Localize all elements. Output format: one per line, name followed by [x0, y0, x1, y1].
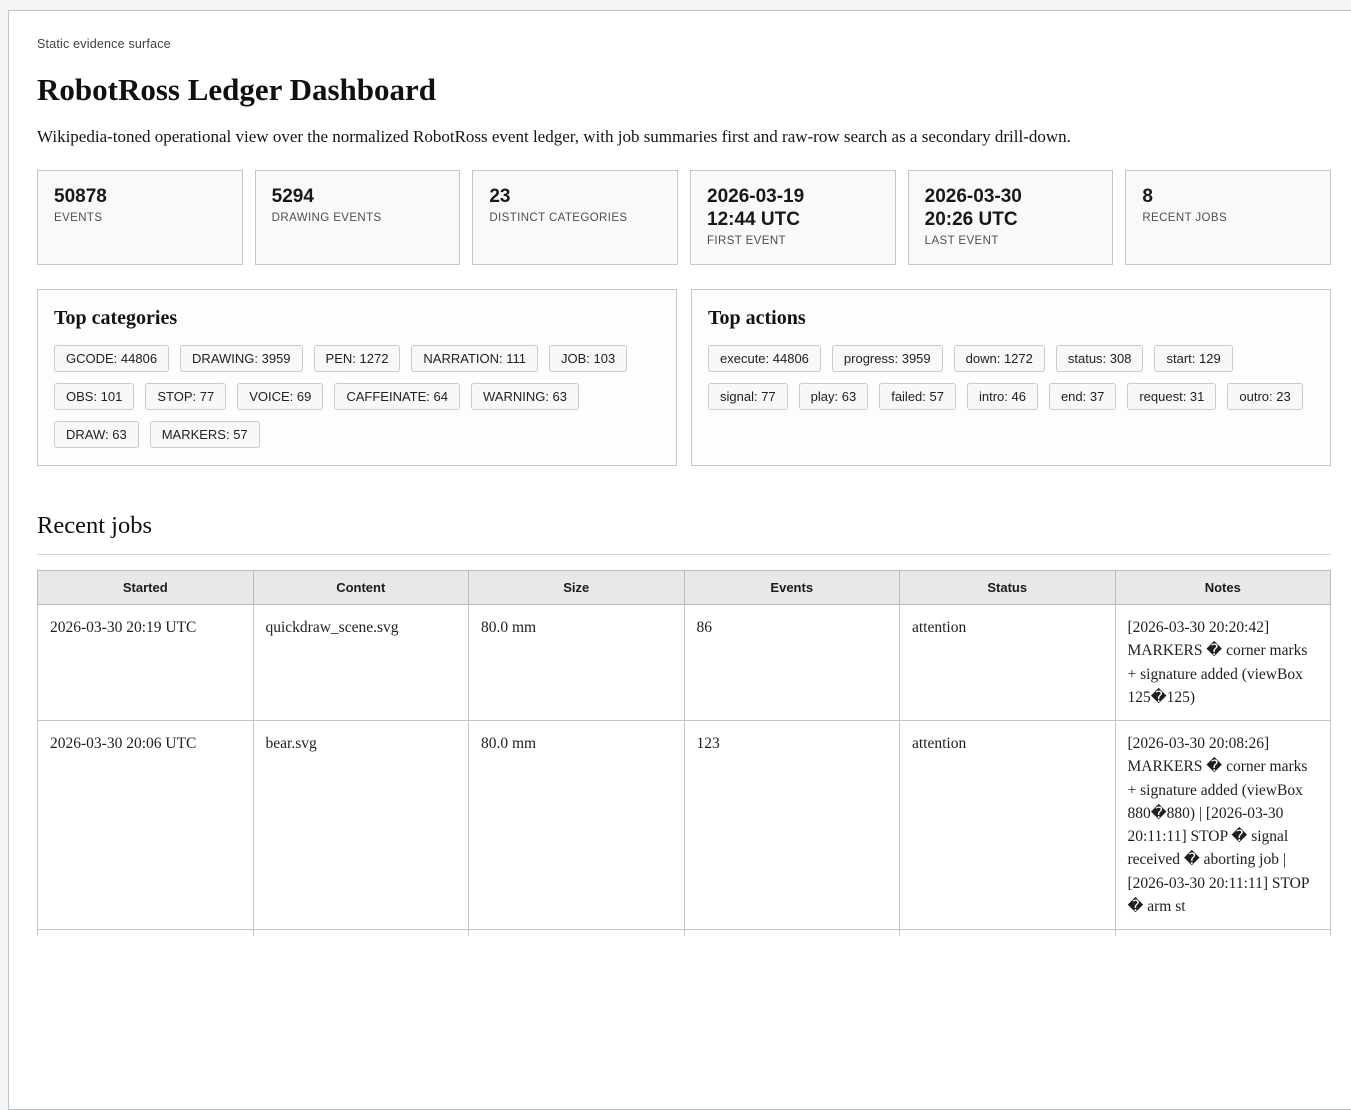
column-header-size: Size	[468, 570, 685, 605]
table-row-partial	[37, 929, 1331, 936]
action-chip: request: 31	[1127, 383, 1217, 410]
action-chip: play: 63	[798, 383, 869, 410]
stat-label: DISTINCT CATEGORIES	[489, 212, 628, 225]
action-chip: intro: 46	[966, 383, 1038, 410]
category-chip: DRAWING: 3959	[180, 345, 303, 372]
summary-panels: Top categories GCODE: 44806 DRAWING: 395…	[37, 289, 1331, 466]
category-chip: GCODE: 44806	[54, 345, 170, 372]
table-header-row: Started Content Size Events Status Notes	[37, 570, 1331, 605]
recent-jobs-table: Started Content Size Events Status Notes…	[37, 570, 1331, 936]
table-row: 2026-03-30 20:19 UTC quickdraw_scene.svg…	[37, 604, 1331, 721]
category-chip: VOICE: 69	[237, 383, 324, 410]
category-chip: CAFFEINATE: 64	[334, 383, 460, 410]
stat-card-events: 50878 EVENTS	[37, 170, 243, 265]
cell-started: 2026-03-30 20:06 UTC	[37, 720, 254, 930]
category-chip: NARRATION: 111	[411, 345, 538, 372]
action-chip: end: 37	[1048, 383, 1117, 410]
page-content: Static evidence surface RobotRoss Ledger…	[37, 37, 1331, 936]
cell-status: attention	[899, 604, 1116, 721]
recent-jobs-heading: Recent jobs	[37, 512, 152, 539]
action-chip: progress: 3959	[831, 345, 943, 372]
content-card: Static evidence surface RobotRoss Ledger…	[8, 10, 1351, 1110]
eyebrow-label: Static evidence surface	[37, 37, 171, 51]
action-chip: outro: 23	[1227, 383, 1303, 410]
category-chip: WARNING: 63	[470, 383, 580, 410]
top-actions-panel: Top actions execute: 44806 progress: 395…	[691, 289, 1331, 466]
stat-card-last-event: 2026-03-30 20:26 UTC LAST EVENT	[907, 170, 1114, 265]
column-header-notes: Notes	[1114, 570, 1331, 605]
stats-row: 50878 EVENTS 5294 DRAWING EVENTS 23 DIST…	[37, 170, 1331, 265]
action-chip: execute: 44806	[708, 345, 821, 372]
stat-label: RECENT JOBS	[1142, 212, 1228, 225]
top-categories-heading: Top categories	[54, 307, 178, 329]
column-header-events: Events	[683, 570, 900, 605]
stat-card-drawing-events: 5294 DRAWING EVENTS	[254, 170, 461, 265]
cell-content: bear.svg	[252, 720, 469, 930]
category-chip: STOP: 77	[145, 383, 227, 410]
action-chip: signal: 77	[708, 383, 788, 410]
page-subtitle: Wikipedia-toned operational view over th…	[37, 127, 1071, 146]
stat-label: DRAWING EVENTS	[271, 212, 382, 225]
cell-status: attention	[899, 720, 1116, 930]
stat-card-first-event: 2026-03-19 12:44 UTC FIRST EVENT	[690, 170, 896, 265]
stat-label: FIRST EVENT	[707, 235, 786, 248]
category-chip: PEN: 1272	[313, 345, 401, 372]
stat-value: 2026-03-30 20:26 UTC	[924, 186, 1022, 231]
stat-label: LAST EVENT	[924, 235, 999, 248]
cell-notes: [2026-03-30 20:08:26] MARKERS � corner m…	[1114, 720, 1331, 930]
action-chip: start: 129	[1154, 345, 1233, 372]
column-header-content: Content	[252, 570, 469, 605]
cell-notes: [2026-03-30 20:20:42] MARKERS � corner m…	[1114, 604, 1331, 721]
stat-value: 23	[489, 186, 511, 207]
cell-content: quickdraw_scene.svg	[252, 604, 469, 721]
action-chip: status: 308	[1055, 345, 1144, 372]
cell-size: 80.0 mm	[468, 720, 685, 930]
stat-value: 50878	[54, 186, 107, 207]
stat-card-recent-jobs: 8 RECENT JOBS	[1125, 170, 1331, 265]
cell-size: 80.0 mm	[468, 604, 685, 721]
table-row: 2026-03-30 20:06 UTC bear.svg 80.0 mm 12…	[37, 720, 1331, 930]
stat-label: EVENTS	[54, 212, 103, 225]
top-actions-heading: Top actions	[708, 307, 806, 329]
stat-value: 5294	[271, 186, 314, 207]
cell-events: 86	[683, 604, 900, 721]
category-chip: MARKERS: 57	[149, 421, 260, 448]
stat-value: 2026-03-19 12:44 UTC	[707, 186, 805, 231]
category-chip: OBS: 101	[54, 383, 135, 410]
category-chip: JOB: 103	[549, 345, 628, 372]
stat-card-distinct-categories: 23 DISTINCT CATEGORIES	[472, 170, 678, 265]
top-categories-panel: Top categories GCODE: 44806 DRAWING: 395…	[37, 289, 677, 466]
cell-events: 123	[683, 720, 900, 930]
column-header-started: Started	[37, 570, 254, 605]
category-chip: DRAW: 63	[54, 421, 139, 448]
cell-started: 2026-03-30 20:19 UTC	[37, 604, 254, 721]
action-chip-list: execute: 44806 progress: 3959 down: 1272…	[708, 345, 1314, 410]
category-chip-list: GCODE: 44806 DRAWING: 3959 PEN: 1272 NAR…	[54, 345, 660, 448]
action-chip: down: 1272	[953, 345, 1045, 372]
stat-value: 8	[1142, 186, 1153, 207]
section-divider	[37, 554, 1331, 555]
page-title: RobotRoss Ledger Dashboard	[37, 72, 437, 107]
action-chip: failed: 57	[879, 383, 956, 410]
column-header-status: Status	[899, 570, 1116, 605]
